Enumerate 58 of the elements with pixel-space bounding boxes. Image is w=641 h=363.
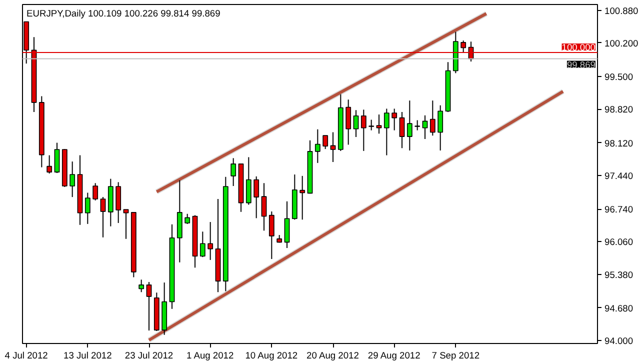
- chart-title: EURJPY,Daily 100.109 100.226 99.814 99.869: [26, 8, 220, 18]
- y-tick-label: 100.200: [604, 38, 638, 48]
- y-tick-label: 96.740: [604, 204, 634, 215]
- candlestick: [54, 142, 60, 174]
- y-tick-label: 98.820: [604, 104, 634, 115]
- candlestick: [84, 192, 90, 224]
- x-tick-label: 7 Sep 2012: [432, 350, 480, 360]
- candlestick: [300, 175, 306, 220]
- candlestick: [46, 154, 52, 174]
- candlestick: [100, 196, 106, 238]
- candlestick: [284, 200, 290, 248]
- candlestick: [346, 99, 352, 146]
- candlestick: [422, 114, 428, 140]
- y-tick-label: 97.440: [604, 170, 634, 181]
- candlestick: [70, 161, 76, 198]
- candlestick: [406, 100, 412, 151]
- x-tick-label: 13 Jul 2012: [64, 350, 112, 360]
- candlestick: [438, 104, 444, 151]
- candlestick: [384, 108, 390, 156]
- candlestick: [261, 182, 267, 232]
- x-tick-label: 10 Aug 2012: [245, 350, 298, 360]
- candlestick: [368, 119, 374, 131]
- candlestick: [360, 109, 366, 152]
- x-tick-label: 29 Aug 2012: [368, 350, 420, 360]
- ref-line-label: 99.869: [566, 60, 596, 70]
- x-tick-label: 4 Jul 2012: [4, 350, 48, 360]
- candlestick: [330, 132, 336, 162]
- ref-line-label: 100.000: [562, 42, 596, 53]
- candlestick: [230, 158, 236, 187]
- candlestick: [92, 182, 98, 201]
- candlestick: [146, 282, 152, 332]
- candlestick: [268, 210, 274, 260]
- candlestick: [314, 128, 320, 164]
- y-tick-label: 95.380: [604, 270, 634, 280]
- candlestick: [254, 176, 260, 219]
- x-tick-label: 1 Aug 2012: [186, 350, 234, 360]
- candlestick: [376, 114, 382, 134]
- y-tick-label: 94.000: [604, 336, 634, 346]
- y-tick-label: 98.120: [604, 138, 634, 148]
- candlestick: [353, 110, 359, 138]
- y-tick-label: 100.880: [604, 6, 638, 16]
- y-tick-label: 96.060: [604, 237, 634, 248]
- x-tick-label: 23 Jul 2012: [124, 350, 174, 360]
- candlestick: [123, 209, 129, 240]
- candlestick: [392, 108, 398, 131]
- candlestick: [414, 120, 420, 131]
- candlestick: [200, 231, 206, 258]
- candlestick: [116, 182, 122, 224]
- y-tick-label: 94.680: [604, 303, 634, 314]
- x-tick-label: 20 Aug 2012: [306, 350, 359, 360]
- candlestick: [430, 100, 436, 136]
- candlestick: [138, 279, 144, 293]
- candlestick: [322, 135, 328, 150]
- candlestick: [399, 112, 405, 149]
- candlestick: [208, 222, 214, 260]
- candlestick: [246, 156, 252, 206]
- candlestick: [184, 213, 190, 224]
- y-tick-label: 99.500: [604, 72, 634, 82]
